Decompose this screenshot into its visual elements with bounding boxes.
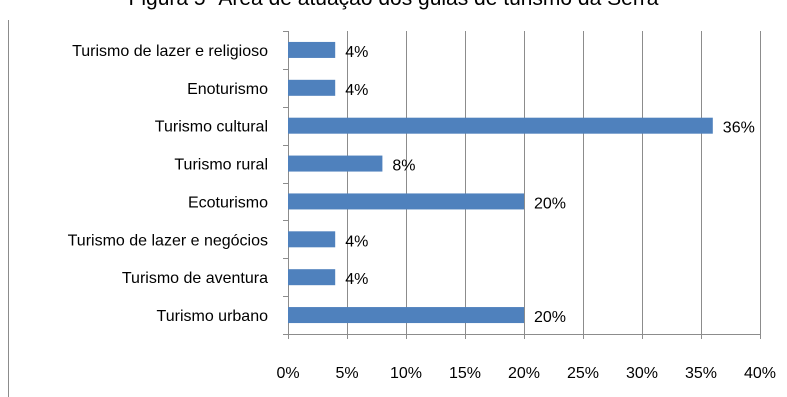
- category-label: Turismo de lazer e religioso: [72, 43, 268, 60]
- bar: [288, 79, 336, 96]
- category-label: Enoturismo: [187, 81, 268, 98]
- data-label: 4%: [345, 44, 368, 61]
- x-tick-label: 35%: [685, 365, 717, 382]
- data-label: 4%: [345, 233, 368, 250]
- bar: [288, 269, 336, 286]
- data-label: 20%: [534, 309, 566, 326]
- data-label: 20%: [534, 195, 566, 212]
- data-label: 8%: [392, 158, 415, 175]
- data-label: 4%: [345, 271, 368, 288]
- x-tick-label: 5%: [335, 365, 358, 382]
- x-tick-label: 25%: [567, 365, 599, 382]
- bar: [288, 117, 713, 134]
- chart-frame-border: [8, 20, 9, 397]
- x-tick-label: 0%: [276, 365, 299, 382]
- category-label: Turismo urbano: [157, 308, 269, 325]
- data-label: 36%: [723, 120, 755, 137]
- data-label: 4%: [345, 82, 368, 99]
- x-tick-label: 15%: [449, 365, 481, 382]
- bar: [288, 41, 336, 58]
- x-tick-label: 20%: [508, 365, 540, 382]
- x-tick-label: 40%: [744, 365, 776, 382]
- category-label: Turismo de lazer e negócios: [68, 232, 268, 249]
- chart-title: Figura 5- Área de atuação dos guias de t…: [0, 0, 787, 11]
- category-label: Turismo cultural: [155, 119, 268, 136]
- bar: [288, 155, 383, 172]
- category-label: Turismo rural: [174, 157, 268, 174]
- bar: [288, 193, 524, 210]
- bar: [288, 231, 336, 248]
- category-label: Ecoturismo: [188, 194, 268, 211]
- bar: [288, 307, 524, 324]
- x-tick-label: 30%: [626, 365, 658, 382]
- x-tick-label: 10%: [390, 365, 422, 382]
- category-label: Turismo de aventura: [122, 270, 268, 287]
